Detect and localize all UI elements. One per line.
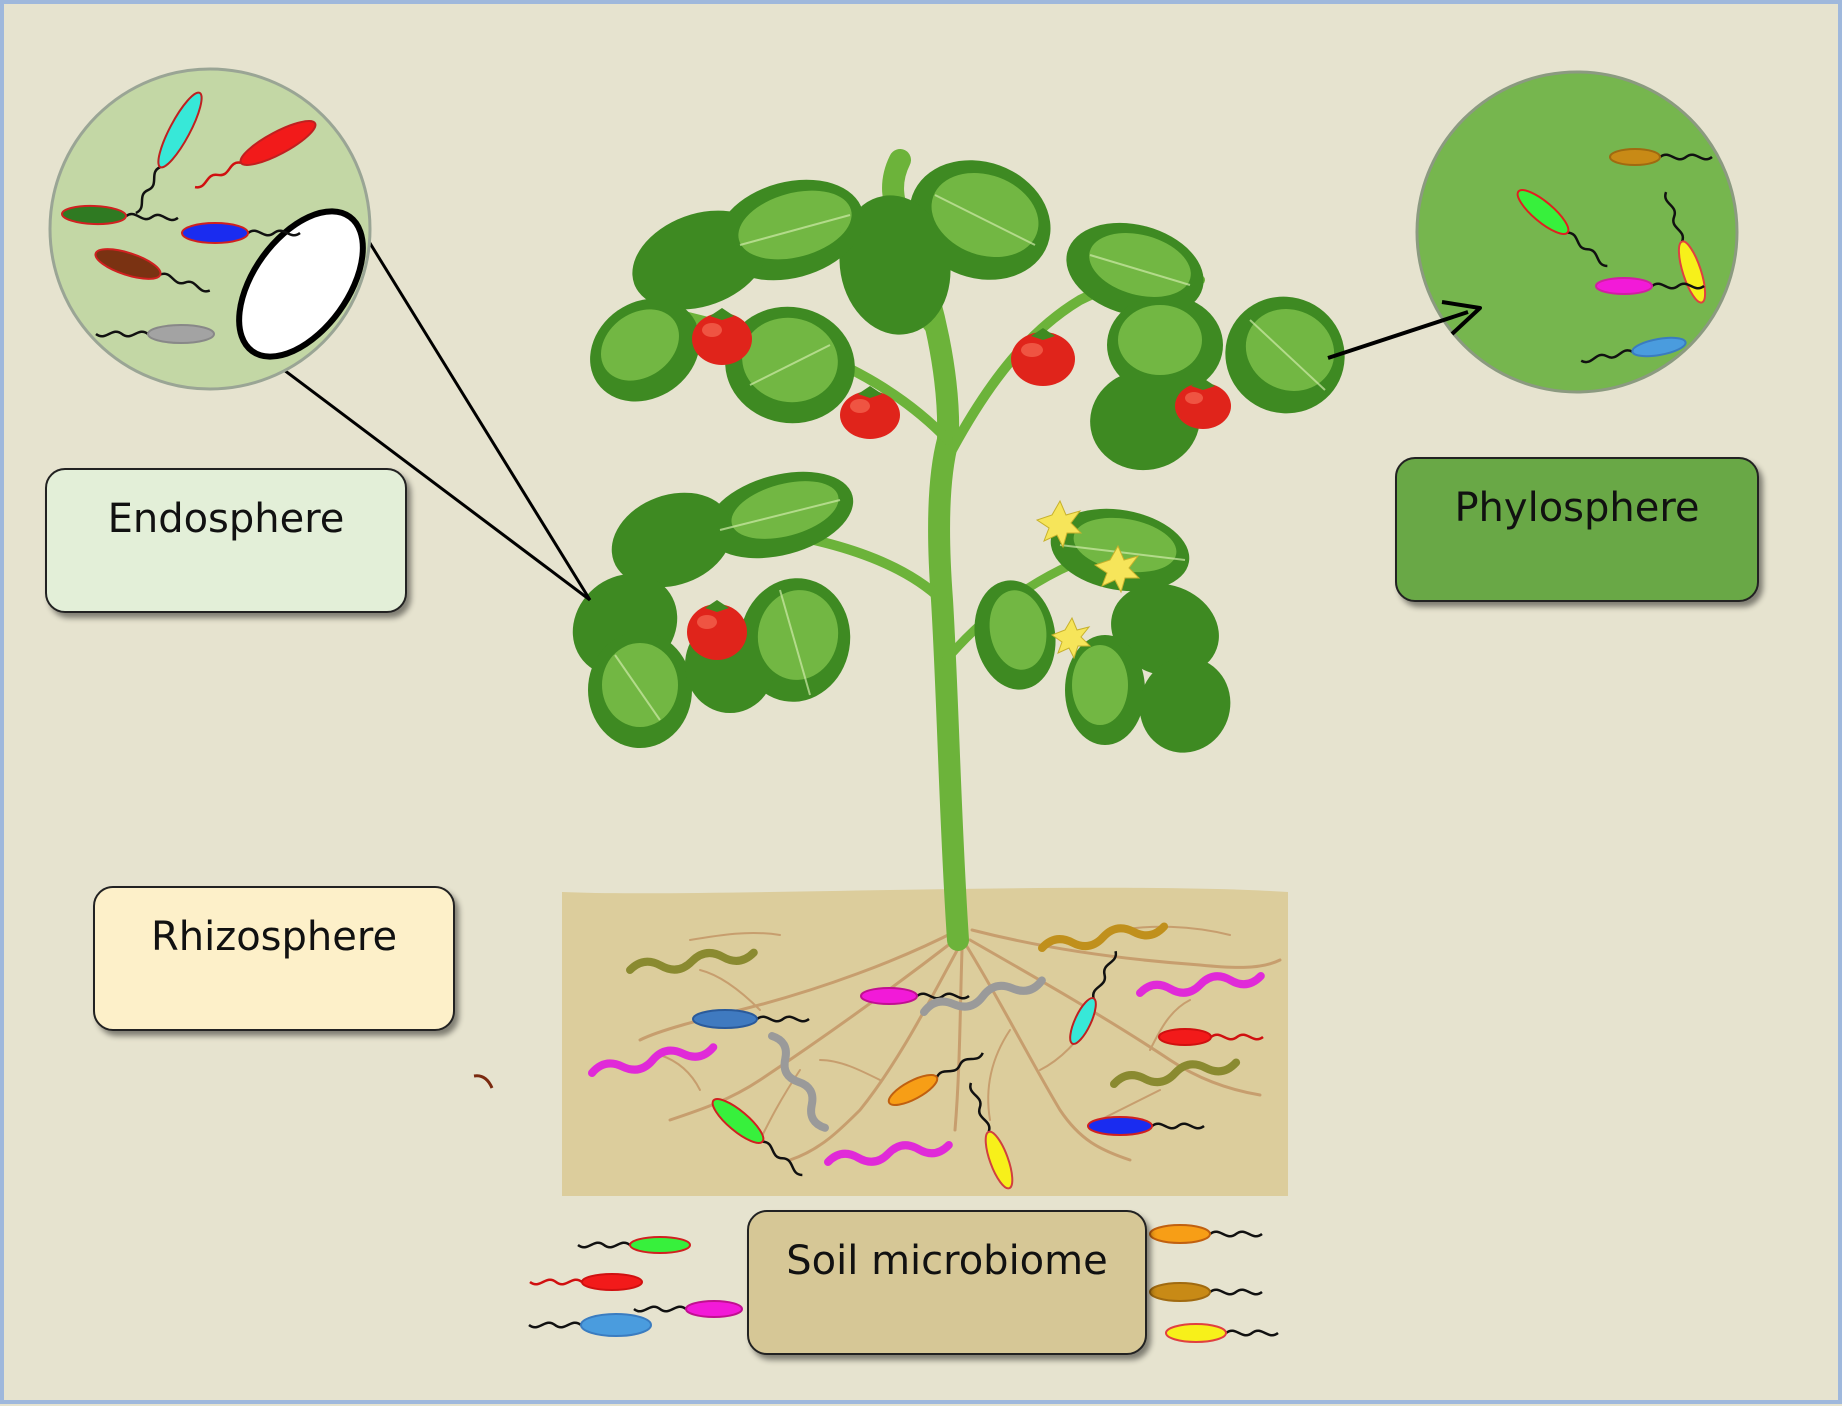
bacterium-icon [95,324,215,344]
bacterium-icon [1136,972,1265,997]
bacterium-icon [768,1032,829,1132]
bacterium-icon [692,1009,810,1029]
endosphere-label: Endosphere [107,496,345,542]
phylosphere-label-box: Phylosphere [1395,457,1759,602]
bacterium-icon [633,1300,743,1318]
bacterium-icon [1087,1116,1205,1136]
bacterium-icon [1580,336,1687,364]
tomato-icon [687,308,1231,660]
endosphere-label-box: Endosphere [45,468,407,613]
bacterium-icon [626,948,758,974]
bacterium-icon [860,987,970,1005]
phylosphere-label: Phylosphere [1454,485,1700,531]
bacterium-icon [1165,1323,1279,1343]
bacterium-icon [969,1082,1014,1190]
leaf-icon [572,160,1345,753]
arrow-icon [1327,300,1482,360]
soil-microbiome-label-box: Soil microbiome [747,1210,1147,1355]
phylosphere-circle [1415,70,1739,394]
bacterium-icon [1038,922,1169,952]
rhizosphere-label: Rhizosphere [150,914,398,960]
magnifier-lens-icon [263,226,592,602]
bacterium-icon [181,222,301,244]
bacterium-icon [588,1043,718,1077]
bacterium-icon [473,1074,494,1089]
bacterium-icon [1516,189,1608,268]
bacterium-icon [94,248,211,293]
bacterium-icon [577,1236,691,1254]
bacterium-icon [1149,1282,1263,1302]
magnifier-lens [236,208,366,360]
soil-microbiome-label: Soil microbiome [786,1238,1108,1284]
bacterium-icon [1110,1058,1241,1088]
bacterium-icon [135,91,203,215]
bacterium-icon [1149,1224,1263,1244]
bacterium-icon [61,204,179,226]
bacterium-icon [1609,148,1713,166]
bacterium-icon [920,976,1046,1016]
bacterium-icon [1595,277,1705,295]
bacteria-layer [61,91,1713,1343]
bacterium-icon [887,1052,984,1106]
bacterium-icon [194,120,317,189]
bacterium-icon [1158,1028,1264,1046]
rhizosphere-label-box: Rhizosphere [93,886,455,1031]
bacterium-icon [529,1273,643,1291]
flower-icon [1035,499,1141,660]
bacterium-icon [824,1141,953,1166]
bacterium-icon [528,1313,652,1337]
bacterium-icon [711,1098,803,1177]
bacterium-icon [1069,950,1118,1045]
